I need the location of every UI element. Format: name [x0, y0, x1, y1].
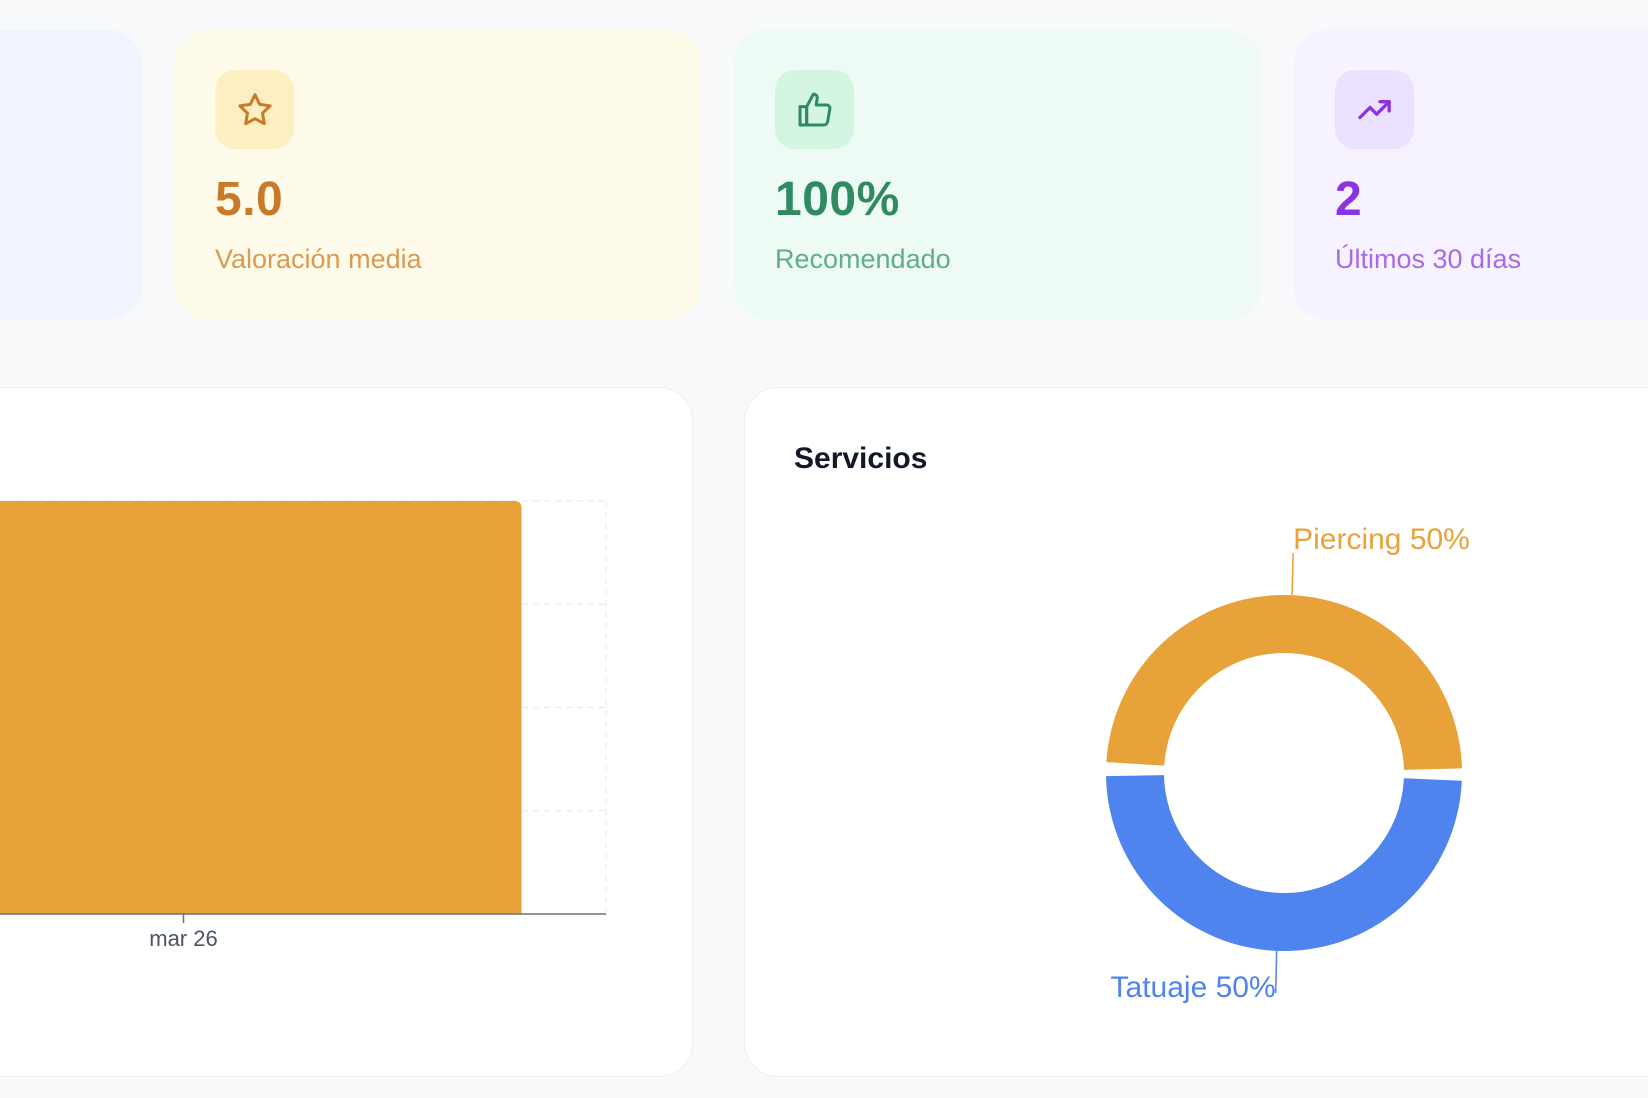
donut-slice-tatuaje	[1106, 775, 1462, 952]
donut-slice-piercing	[1106, 595, 1462, 770]
donut-leader-line	[1291, 553, 1294, 596]
services-donut-chart: Piercing 50% Tatuaje 50%	[1106, 523, 1470, 1004]
donut-leader-line	[1274, 950, 1278, 994]
stat-card-recommended: 100% Recomendado	[734, 30, 1261, 320]
recommended-label: Recomendado	[775, 244, 951, 274]
recent-icon-box	[1335, 70, 1414, 149]
thumbs-up-icon	[798, 92, 831, 126]
recommended-value: 100%	[775, 173, 900, 226]
stat-card-recent: 2 Últimos 30 días	[1294, 30, 1648, 320]
services-title: Servicios	[794, 442, 928, 475]
recent-label: Últimos 30 días	[1335, 244, 1522, 274]
bar-chart: mar 26	[0, 500, 607, 951]
stat-card-total	[0, 30, 142, 320]
donut-label-piercing: Piercing 50%	[1293, 523, 1470, 556]
recommended-icon-box	[775, 70, 854, 149]
bar-chart-panel: mar 26	[0, 387, 693, 1077]
rating-label: Valoración media	[215, 244, 422, 274]
stat-card-rating: 5.0 Valoración media	[174, 30, 701, 320]
star-icon	[237, 92, 272, 125]
rating-icon-box	[215, 70, 294, 149]
donut-label-tatuaje: Tatuaje 50%	[1111, 971, 1276, 1004]
recent-value: 2	[1335, 173, 1363, 226]
bar	[0, 501, 522, 914]
services-panel: Servicios Piercing 50% Tatuaje 50%	[744, 387, 1648, 1077]
rating-value: 5.0	[215, 173, 284, 226]
x-tick-label: mar 26	[149, 926, 217, 951]
trending-up-icon	[1357, 99, 1391, 119]
